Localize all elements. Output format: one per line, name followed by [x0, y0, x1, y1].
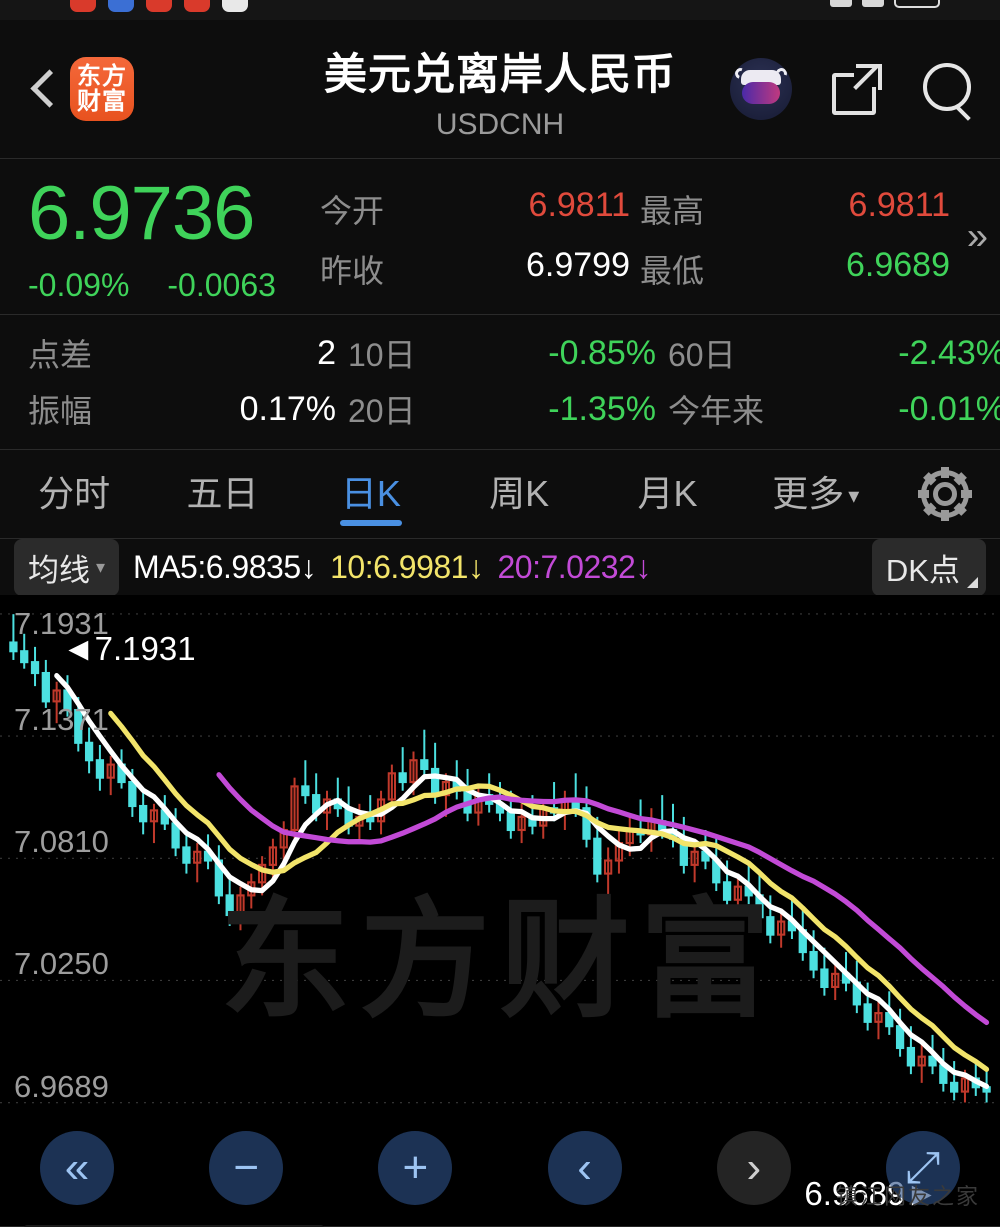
chart-canvas [0, 613, 1000, 1104]
logo-line-1: 东方 [77, 63, 127, 90]
stats-row: 振幅 0.17% 20日 -1.35% 今年来 -0.01% [0, 381, 1000, 437]
stat-value-ytd: -0.01% [898, 389, 1000, 428]
divider [0, 158, 1000, 159]
signal-icon [830, 0, 852, 7]
ma-selector-label: 均线 [28, 552, 90, 588]
battery-icon [894, 0, 940, 8]
zoom-in-button[interactable]: + [378, 1131, 453, 1205]
gear-tooth [960, 490, 972, 498]
field-label-open: 今开 [320, 192, 385, 229]
field-value-low: 6.9689 [846, 245, 950, 284]
chart-period-tabs: 分时 五日 日K 周K 月K 更多 ▾ [0, 450, 1000, 538]
last-price: 6.9736 [28, 171, 255, 256]
gear-tooth [917, 490, 929, 498]
gear-tooth [940, 467, 949, 478]
stat-label-60d: 60日 [668, 337, 736, 373]
quote-panel: 6.9736 -0.09% -0.0063 今开 6.9811 最高 6.981… [0, 159, 1000, 314]
status-bar-left-icons [70, 0, 248, 12]
status-bar-right-icons [830, 0, 940, 8]
chevron-down-icon: ▾ [848, 483, 860, 509]
stat-label-spread: 点差 [28, 337, 93, 373]
stat-value-20d: -1.35% [548, 389, 656, 428]
divider [0, 538, 1000, 539]
stats-panel: 点差 2 10日 -0.85% 60日 -2.43% 振幅 0.17% 20日 … [0, 315, 1000, 449]
stat-value-spread: 2 [317, 333, 336, 372]
bull-mascot-avatar[interactable] [730, 58, 792, 120]
stat-label-10d: 10日 [348, 337, 416, 373]
ma10-value: 10:6.9981↓ [330, 548, 484, 585]
change-absolute: -0.0063 [167, 267, 276, 303]
dk-point-button[interactable]: DK点 [871, 538, 986, 596]
app-icon [184, 0, 210, 12]
tab-daily-k[interactable]: 日K [297, 450, 445, 538]
eastmoney-logo: 东方 财富 [70, 57, 134, 121]
back-chevron-icon[interactable] [22, 68, 64, 110]
share-icon[interactable] [830, 59, 884, 115]
divider [0, 314, 1000, 315]
field-label-high: 最高 [640, 192, 705, 229]
field-label-prevclose: 昨收 [320, 252, 385, 289]
app-header: 东方 财富 美元兑离岸人民币 USDCNH [0, 20, 1000, 158]
gear-tooth [923, 502, 937, 516]
tab-intraday[interactable]: 分时 [38, 473, 111, 514]
search-icon[interactable] [920, 60, 978, 118]
change-row: -0.09% -0.0063 [28, 267, 320, 304]
wifi-icon [862, 0, 884, 7]
stat-label-amplitude: 振幅 [28, 393, 93, 429]
ma20-value: 20:7.0232↓ [497, 548, 651, 585]
gear-tooth [953, 502, 967, 516]
stat-label-20d: 20日 [348, 393, 416, 429]
field-label-low: 最低 [640, 252, 705, 289]
corner-marker-icon [967, 576, 978, 588]
jump-start-button[interactable]: « [40, 1131, 114, 1205]
chart-settings-button[interactable] [890, 467, 1000, 521]
status-bar [0, 0, 1000, 20]
app-icon [70, 0, 96, 12]
tab-five-day[interactable]: 五日 [186, 473, 259, 514]
dk-point-label: DK点 [885, 552, 960, 588]
app-icon [108, 0, 134, 12]
stat-value-amplitude: 0.17% [239, 389, 336, 428]
stat-value-10d: -0.85% [548, 333, 656, 372]
mascot-hat [741, 70, 781, 85]
corner-watermark: 镇江网友之家 [835, 1184, 980, 1209]
gear-tooth [953, 472, 967, 486]
expand-quote-chevron-icon[interactable]: » [966, 215, 988, 257]
pan-right-button[interactable]: › [716, 1131, 791, 1205]
gear-icon [917, 467, 972, 521]
pan-left-button[interactable]: ‹ [547, 1131, 622, 1205]
quote-fields: 今开 6.9811 最高 6.9811 昨收 6.9799 最低 6.9689 [320, 173, 1000, 304]
tab-more-label: 更多 [772, 473, 845, 514]
bottom-panel-hint [24, 1225, 324, 1227]
mascot-face [742, 82, 780, 104]
logo-line-2: 财富 [77, 88, 127, 115]
field-value-prevclose: 6.9799 [526, 245, 630, 284]
chevron-down-icon: ▾ [96, 556, 106, 577]
fullscreen-button[interactable]: ⤢ [886, 1131, 961, 1205]
stat-value-60d: -2.43% [898, 333, 1000, 372]
ma-legend-bar: 均线 ▾ MA5:6.9835↓ 10:6.9981↓ 20:7.0232↓ D… [0, 538, 1000, 596]
tab-monthly-k[interactable]: 月K [637, 473, 698, 514]
gear-tooth [923, 472, 937, 486]
field-value-open: 6.9811 [528, 185, 630, 224]
app-icon [222, 0, 248, 12]
change-percent: -0.09% [28, 267, 130, 303]
divider [0, 449, 1000, 450]
candlestick-chart[interactable]: 东方财富 7.1931 7.1371 7.0810 7.0250 6.9689 … [0, 595, 1000, 1227]
stats-row: 点差 2 10日 -0.85% 60日 -2.43% [0, 325, 1000, 381]
gear-tooth [940, 510, 949, 521]
chart-controls: « − + ‹ › ⤢ [0, 1131, 1000, 1205]
tab-weekly-k[interactable]: 周K [489, 473, 550, 514]
app-icon [146, 0, 172, 12]
field-value-high: 6.9811 [848, 185, 950, 224]
quote-primary: 6.9736 -0.09% -0.0063 [0, 173, 320, 304]
header-actions [730, 58, 978, 120]
tab-more[interactable]: 更多 ▾ [742, 450, 890, 538]
stat-label-ytd: 今年来 [668, 393, 765, 429]
ma-selector-button[interactable]: 均线 ▾ [14, 538, 120, 596]
zoom-out-button[interactable]: − [209, 1131, 284, 1205]
ma5-value: MA5:6.9835↓ [133, 548, 317, 585]
